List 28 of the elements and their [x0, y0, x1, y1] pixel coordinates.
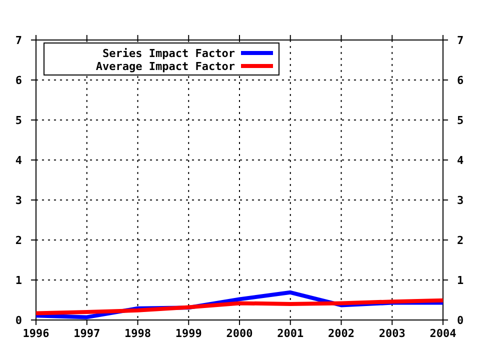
y-tick-label: 5 [15, 114, 22, 127]
y2-tick-label: 0 [457, 314, 464, 327]
x-tick-label: 1997 [74, 327, 100, 340]
y2-tick-label: 7 [457, 34, 464, 47]
y-tick-label: 3 [15, 194, 22, 207]
x-tick-label: 2004 [430, 327, 457, 340]
x-tick-label: 1998 [124, 327, 151, 340]
y-tick-label: 1 [15, 274, 22, 287]
y2-tick-label: 3 [457, 194, 464, 207]
y2-tick-label: 1 [457, 274, 464, 287]
legend-label: Average Impact Factor [96, 60, 236, 73]
y2-tick-label: 2 [457, 234, 464, 247]
legend-label: Series Impact Factor [102, 47, 236, 60]
x-tick-label: 2003 [378, 327, 406, 340]
y-tick-label: 4 [15, 154, 22, 167]
y2-tick-label: 4 [457, 154, 464, 167]
x-tick-label: 1996 [22, 327, 50, 340]
line-series [34, 298, 445, 316]
y-tick-label: 7 [15, 34, 22, 47]
y-tick-label: 0 [15, 314, 22, 327]
y2-tick-label: 5 [457, 114, 464, 127]
x-tick-label: 2000 [226, 327, 253, 340]
y-tick-label: 2 [15, 234, 22, 247]
y2-tick-label: 6 [457, 74, 464, 87]
x-tick-label: 1999 [175, 327, 202, 340]
x-tick-label: 2002 [328, 327, 354, 340]
y-tick-label: 6 [15, 74, 22, 87]
x-tick-label: 2001 [277, 327, 304, 340]
